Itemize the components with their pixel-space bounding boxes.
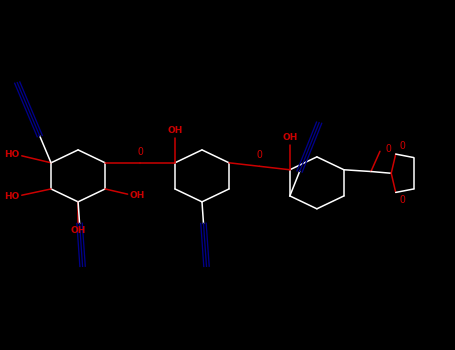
Text: OH: OH	[130, 191, 145, 200]
Text: OH: OH	[71, 226, 86, 235]
Text: HO: HO	[4, 150, 20, 159]
Text: O: O	[257, 150, 263, 160]
Text: HO: HO	[4, 192, 20, 201]
Text: OH: OH	[167, 126, 182, 135]
Text: O: O	[399, 195, 405, 205]
Text: O: O	[385, 144, 391, 154]
Text: OH: OH	[282, 133, 298, 142]
Text: O: O	[137, 147, 143, 156]
Text: O: O	[399, 141, 405, 151]
